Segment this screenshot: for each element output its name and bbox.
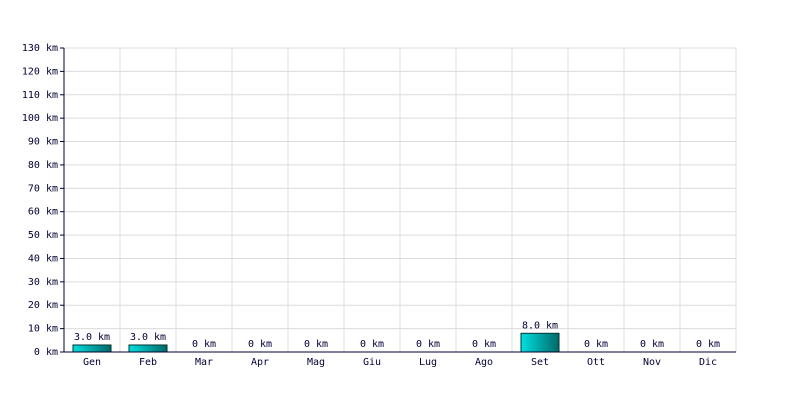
y-tick-label: 30 km xyxy=(28,277,58,288)
bar xyxy=(128,344,168,353)
y-tick-label: 130 km xyxy=(22,43,58,54)
y-tick-label: 20 km xyxy=(28,300,58,311)
x-tick-label: Mar xyxy=(195,357,213,368)
x-tick-label: Feb xyxy=(139,357,157,368)
y-tick-label: 80 km xyxy=(28,160,58,171)
x-tick-label: Gen xyxy=(83,357,101,368)
x-tick-label: Nov xyxy=(643,357,661,368)
y-tick-label: 10 km xyxy=(28,324,58,335)
x-tick-label: Set xyxy=(531,357,549,368)
value-label: 0 km xyxy=(640,339,664,350)
y-tick-label: 40 km xyxy=(28,253,58,264)
y-tick-label: 90 km xyxy=(28,137,58,148)
y-tick-label: 120 km xyxy=(22,66,58,77)
x-tick-label: Ago xyxy=(475,357,493,368)
y-tick-label: 110 km xyxy=(22,90,58,101)
value-label: 0 km xyxy=(360,339,384,350)
x-tick-label: Lug xyxy=(419,357,437,368)
value-label: 0 km xyxy=(416,339,440,350)
y-tick-label: 0 km xyxy=(34,347,58,358)
bar xyxy=(520,332,560,353)
value-label: 8.0 km xyxy=(522,320,558,331)
bar xyxy=(72,344,112,353)
value-label: 3.0 km xyxy=(130,332,166,343)
value-label: 0 km xyxy=(192,339,216,350)
value-label: 0 km xyxy=(696,339,720,350)
y-tick-label: 60 km xyxy=(28,207,58,218)
x-tick-label: Giu xyxy=(363,357,381,368)
x-tick-label: Ott xyxy=(587,357,605,368)
x-tick-label: Dic xyxy=(699,357,717,368)
value-label: 0 km xyxy=(248,339,272,350)
x-tick-label: Mag xyxy=(307,357,325,368)
value-label: 0 km xyxy=(472,339,496,350)
y-tick-label: 70 km xyxy=(28,183,58,194)
y-tick-label: 50 km xyxy=(28,230,58,241)
value-label: 0 km xyxy=(584,339,608,350)
value-label: 0 km xyxy=(304,339,328,350)
y-tick-label: 100 km xyxy=(22,113,58,124)
value-label: 3.0 km xyxy=(74,332,110,343)
x-tick-label: Apr xyxy=(251,357,269,368)
